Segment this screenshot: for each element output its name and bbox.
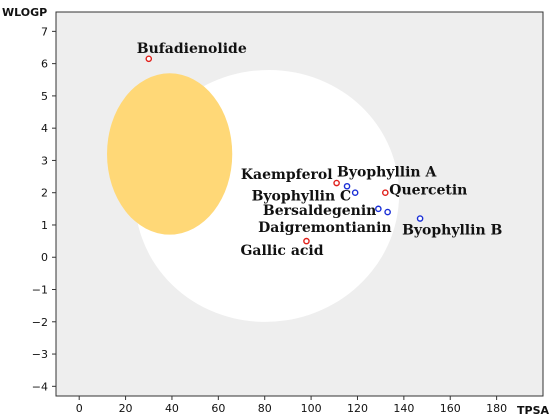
x-tick-label: 140 (393, 402, 414, 415)
data-point (333, 179, 340, 187)
x-tick-label: 120 (347, 402, 368, 415)
y-tick-label: 6 (41, 58, 48, 71)
data-point (375, 205, 382, 213)
x-tick-label: 160 (440, 402, 461, 415)
data-point-label: Quercetin (389, 183, 467, 199)
data-points: Bufadienolide Kaempferol Byophyllin A Byoph… (137, 41, 503, 259)
x-tick-label: 60 (211, 402, 225, 415)
data-point (416, 215, 424, 222)
y-tick-label: −2 (32, 316, 48, 329)
y-axis-title: WLOGP (2, 6, 47, 19)
data-point (351, 189, 359, 197)
y-tick-label: −3 (32, 348, 48, 361)
data-point-label: Bersaldegenin (263, 203, 376, 219)
x-tick-label: 100 (301, 402, 322, 415)
data-point-label: Byophyllin A (337, 164, 437, 180)
data-point-label: Bufadienolide (137, 41, 247, 57)
y-tick-label: 7 (41, 25, 48, 38)
y-tick-label: −1 (32, 284, 48, 297)
data-point-label: Byophyllin C (252, 189, 352, 205)
data-point-label: Gallic acid (240, 243, 323, 259)
data-point (303, 237, 310, 245)
data-point-label: Byophyllin B (402, 223, 502, 239)
y-tick-label: 1 (41, 219, 48, 232)
data-point (382, 189, 389, 197)
data-point (145, 55, 153, 63)
x-tick-label: 0 (76, 402, 83, 415)
y-tick-label: 4 (41, 122, 48, 135)
x-tick-label: 20 (119, 402, 133, 415)
y-tick-label: 3 (41, 154, 48, 167)
x-tick-label: 40 (165, 402, 179, 415)
y-tick-label: 2 (41, 187, 48, 200)
x-tick-label: 80 (258, 402, 272, 415)
y-tick-label: −4 (32, 380, 48, 393)
axes: 0 20 40 60 80 100 120 140 160 180 7 6 5 4 3 2 1 0 −1 −2 −3 −4 (32, 25, 507, 415)
egg-regions (107, 69, 400, 322)
x-tick-label: 180 (486, 402, 507, 415)
y-tick-label: 0 (41, 251, 48, 264)
x-axis-title: TPSA (517, 404, 549, 417)
data-point (384, 208, 391, 216)
data-point (343, 182, 351, 190)
data-point-label: Kaempferol (241, 167, 333, 183)
yolk-region (107, 73, 233, 235)
data-point-label: Daigremontianin (258, 220, 391, 236)
y-tick-label: 5 (41, 90, 48, 103)
